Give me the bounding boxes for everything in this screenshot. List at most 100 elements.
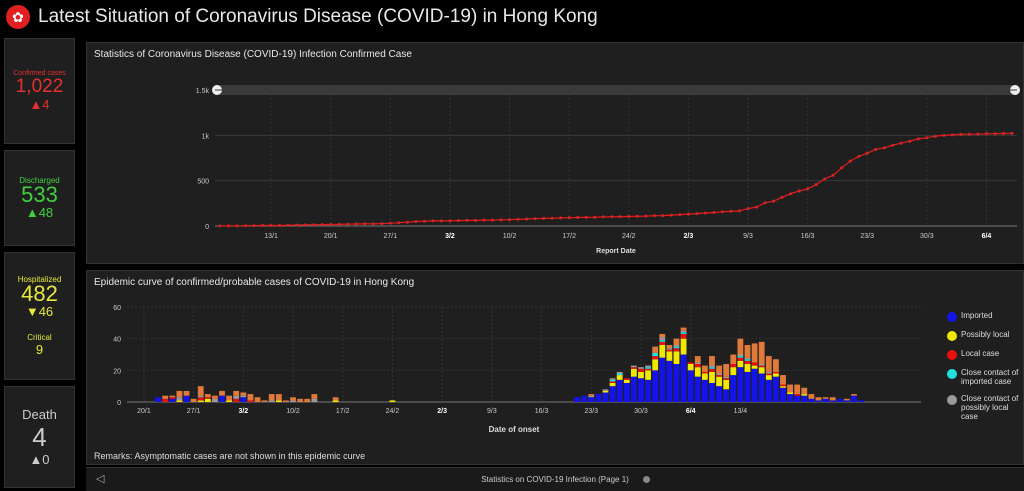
- bar-segment: [630, 365, 637, 368]
- bar-segment: [737, 357, 744, 361]
- y-tick-label: 0: [205, 224, 209, 231]
- bar-segment: [623, 378, 630, 380]
- bar-segment: [290, 397, 296, 401]
- bar-segment: [197, 397, 204, 401]
- bar-segment: [162, 395, 169, 399]
- bar-segment: [680, 354, 687, 402]
- x-tick-label: 10/2: [286, 408, 300, 415]
- critical-label: Critical: [27, 333, 52, 342]
- x-tick-label: 16/3: [535, 408, 549, 415]
- confirmed-point: [567, 216, 571, 220]
- bar-segment: [240, 395, 247, 398]
- bar-segment: [297, 398, 304, 402]
- bar-segment: [645, 367, 651, 369]
- death-delta: ▲0: [29, 452, 50, 467]
- y-tick-label: 0: [117, 400, 121, 407]
- confirmed-point: [908, 139, 912, 143]
- bar-segment: [162, 398, 169, 402]
- bar-segment: [808, 394, 815, 399]
- bar-segment: [709, 367, 715, 369]
- hospitalized-delta: ▼46: [25, 304, 54, 319]
- bar-segment: [169, 397, 176, 399]
- bar-segment: [701, 379, 708, 402]
- confirmed-point: [669, 213, 673, 217]
- bar-segment: [616, 379, 623, 402]
- bar-segment: [311, 394, 318, 399]
- remarks-text: Remarks: Asymptomatic cases are not show…: [94, 451, 366, 461]
- confirmed-point: [550, 216, 554, 220]
- confirmed-point: [857, 154, 861, 158]
- bar-segment: [851, 394, 857, 396]
- bar-segment: [652, 352, 659, 357]
- bar-segment: [765, 356, 772, 372]
- confirmed-point: [559, 216, 563, 220]
- bar-segment: [176, 397, 183, 401]
- bar-segment: [680, 327, 687, 331]
- bar-segment: [716, 386, 722, 402]
- legend-item[interactable]: Close contact of possibly local case: [947, 394, 1023, 421]
- bar-segment: [602, 389, 609, 391]
- confirmed-point: [831, 173, 835, 177]
- page-indicator-dot[interactable]: [643, 476, 650, 483]
- confirmed-point: [576, 215, 580, 219]
- legend-item[interactable]: Close contact of imported case: [947, 368, 1023, 386]
- confirmed-point: [235, 224, 239, 228]
- confirmed-point: [984, 132, 988, 136]
- bar-segment: [801, 395, 808, 402]
- bar-segment: [822, 397, 829, 399]
- confirmed-line-chart: 0 500 1k 1.5k 13/1 20/1 27/1 3/2 10/2 17/2 24/2 2/3…: [196, 85, 1020, 255]
- confirmed-point: [473, 218, 477, 222]
- bar-segment: [758, 341, 765, 364]
- bar-segment: [666, 348, 673, 350]
- bar-segment: [623, 383, 630, 402]
- bar-segment: [652, 346, 659, 353]
- bar-segment: [219, 390, 225, 396]
- confirmed-point: [1001, 132, 1005, 136]
- confirmed-point: [542, 216, 546, 220]
- bar-segment: [588, 395, 595, 398]
- confirmed-point: [695, 212, 699, 216]
- prev-page-icon[interactable]: ◁: [96, 473, 105, 485]
- bar-segment: [694, 367, 701, 377]
- confirmed-point: [320, 223, 324, 227]
- x-axis-label: Date of onset: [489, 425, 540, 434]
- x-tick-label: 27/1: [384, 233, 398, 240]
- bar-segment: [801, 394, 808, 396]
- legend-item[interactable]: Possibly local: [947, 330, 1023, 341]
- confirmed-delta: ▲4: [29, 97, 50, 112]
- bar-segment: [609, 383, 616, 387]
- bar-segment: [687, 364, 694, 371]
- bar-segment: [765, 373, 772, 376]
- bar-segment: [723, 376, 730, 379]
- bar-segment: [616, 375, 623, 380]
- confirmed-point: [865, 151, 869, 155]
- bar-segment: [332, 400, 339, 402]
- bar-segment: [723, 389, 730, 402]
- confirmed-point: [269, 224, 273, 228]
- bar-segment: [737, 356, 744, 358]
- discharged-card: Discharged 533 ▲48: [4, 150, 75, 246]
- legend-item[interactable]: Local case: [947, 349, 1023, 360]
- confirmed-point: [848, 159, 852, 163]
- x-tick-label: 2/3: [437, 408, 447, 415]
- confirmed-point: [959, 132, 963, 136]
- legend-swatch: [947, 331, 957, 341]
- bar-segment: [730, 354, 737, 364]
- page-title: Latest Situation of Coronavirus Disease …: [38, 6, 598, 27]
- confirmed-point: [806, 187, 810, 191]
- bar-segment: [709, 383, 715, 402]
- bar-segment: [204, 394, 211, 398]
- bar-segment: [772, 359, 779, 372]
- legend-swatch: [947, 395, 957, 405]
- legend-item[interactable]: Imported: [947, 311, 1023, 322]
- footer-bar: ◁ Statistics on COVID-19 Infection (Page…: [86, 467, 1024, 491]
- confirmed-point: [439, 219, 443, 223]
- bar-segment: [730, 367, 737, 376]
- x-tick-label: 24/2: [386, 408, 400, 415]
- confirmed-point: [720, 210, 724, 214]
- confirmed-point: [644, 214, 648, 218]
- bar-segment: [716, 375, 722, 377]
- bar-segment: [680, 333, 687, 339]
- x-tick-label: 20/1: [324, 233, 338, 240]
- confirmed-point: [891, 143, 895, 147]
